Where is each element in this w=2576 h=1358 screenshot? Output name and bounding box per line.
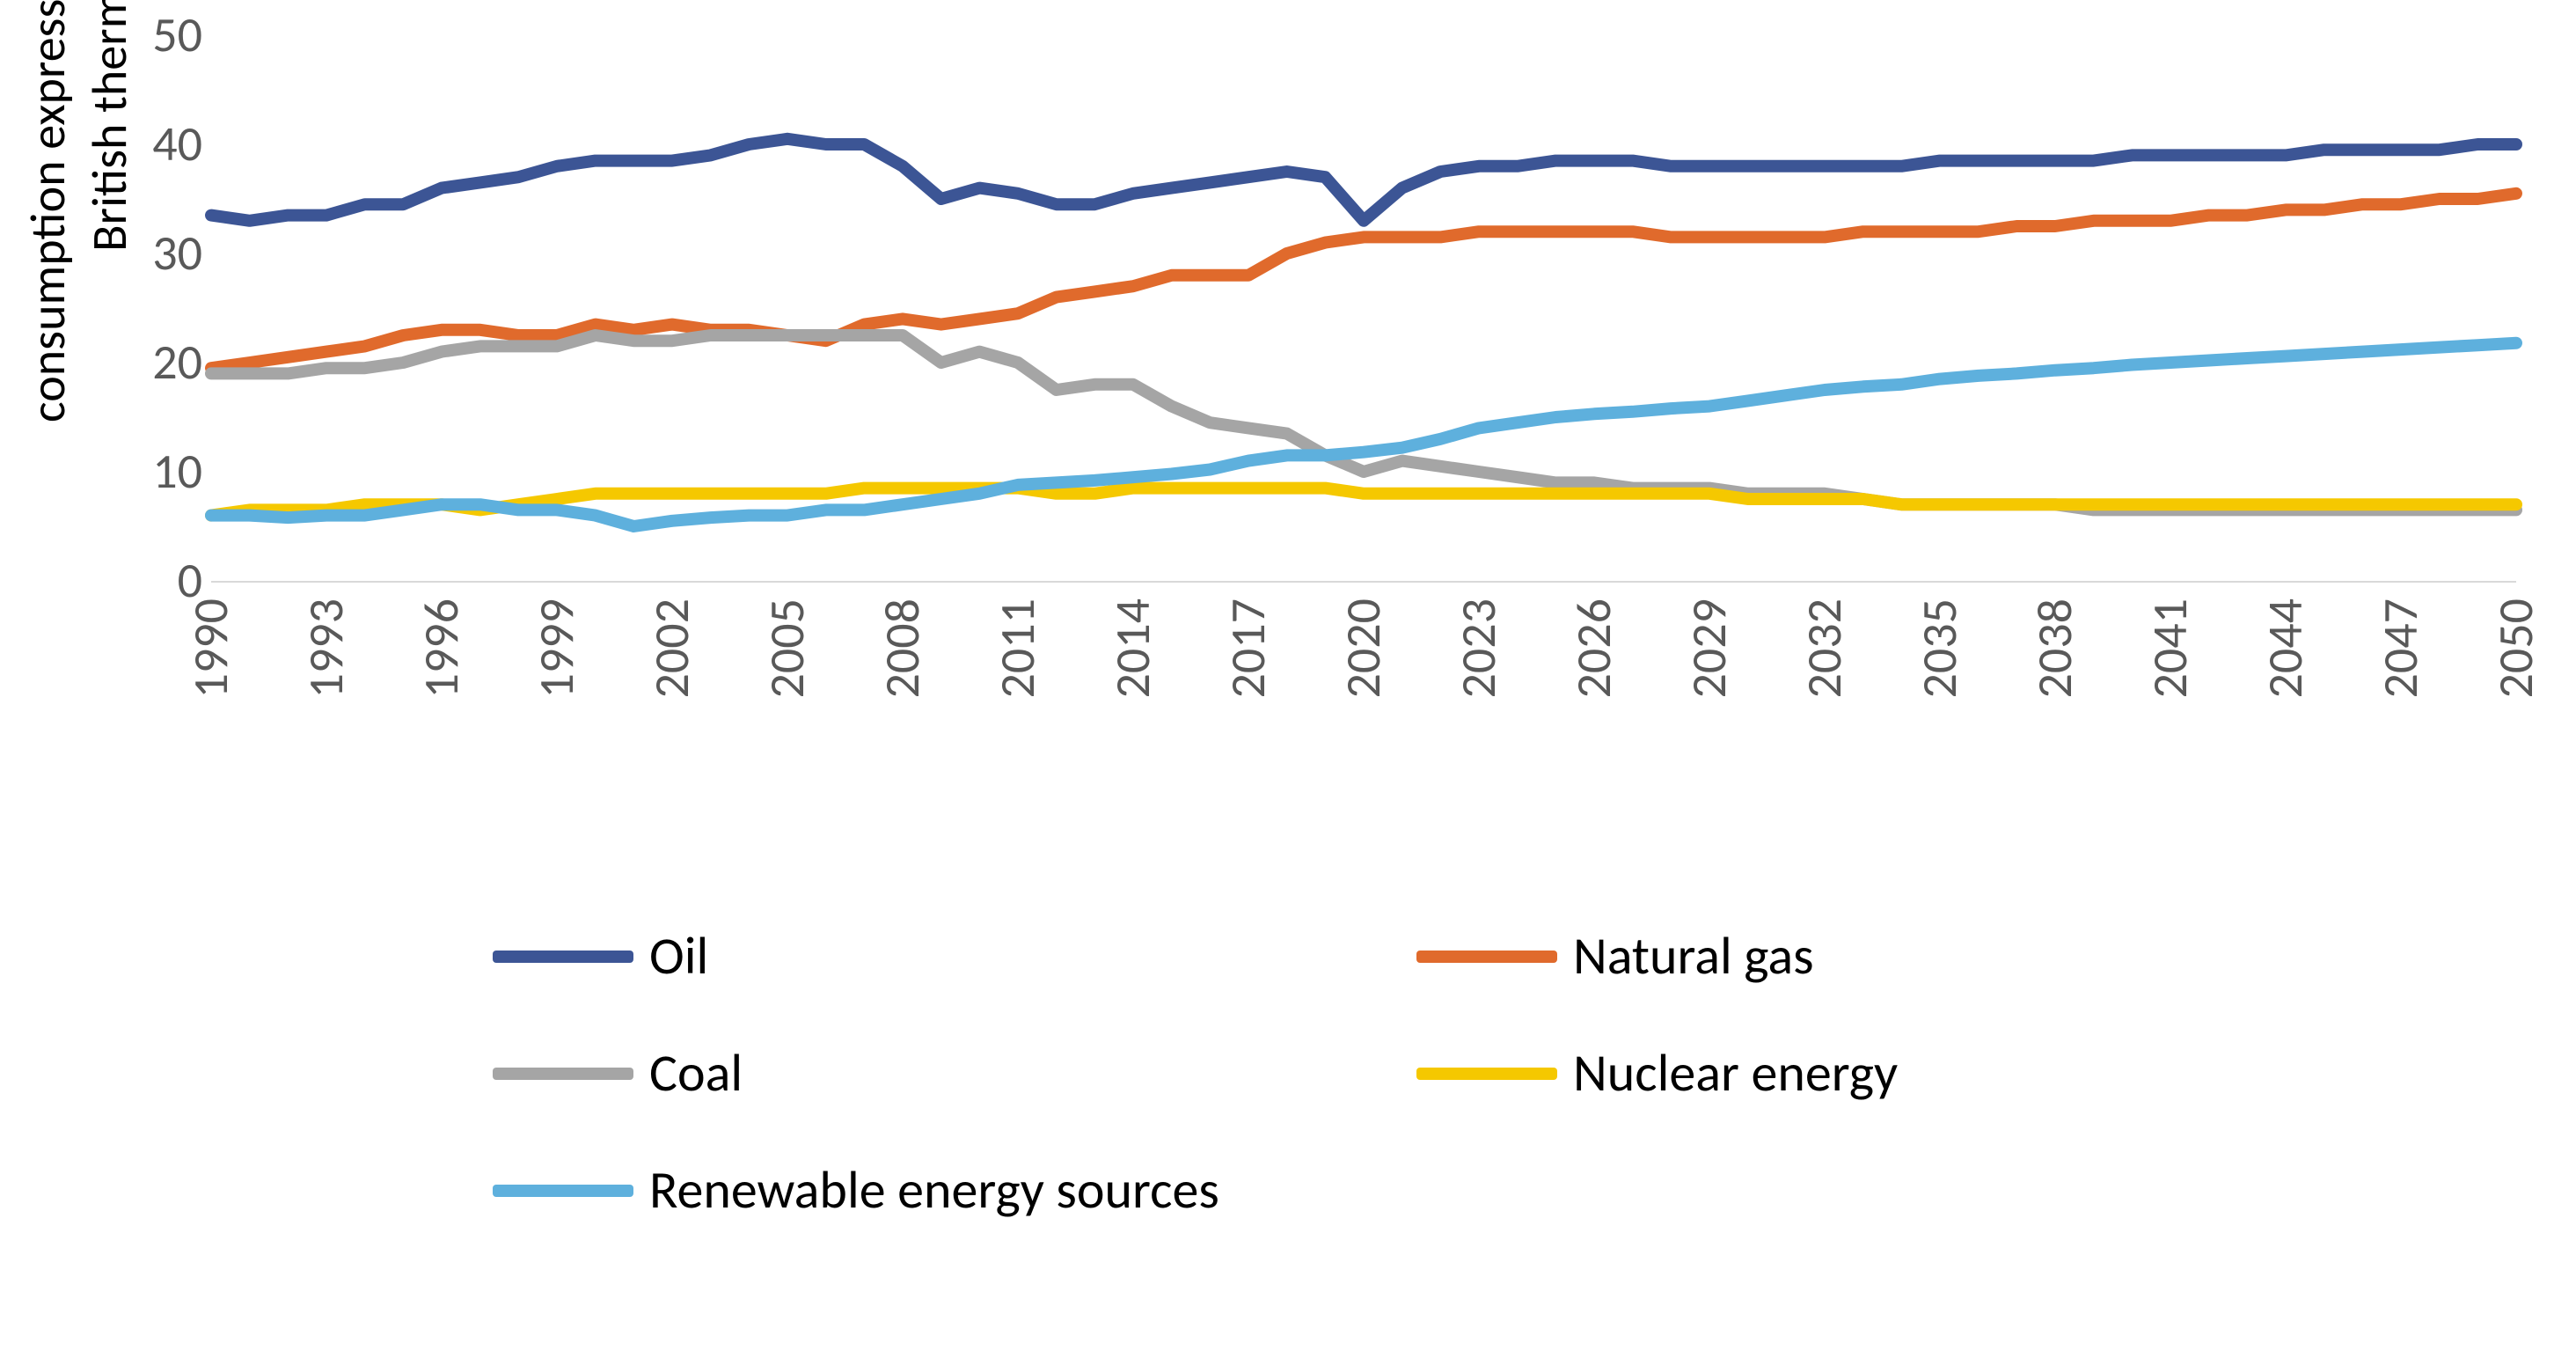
- x-tick-label: 2002: [642, 598, 702, 699]
- energy-consumption-chart: consumption expressed in quadrillion Bri…: [0, 0, 2576, 1358]
- y-tick-label: 50: [106, 5, 202, 65]
- x-tick-label: 2035: [1910, 598, 1970, 699]
- y-tick-label: 10: [106, 442, 202, 502]
- legend-item: Natural gas: [1416, 924, 2340, 988]
- plot-area: 01020304050 1990199319961999200220052008…: [211, 35, 2516, 581]
- legend-label: Nuclear energy: [1573, 1041, 1898, 1105]
- x-tick-label: 2026: [1564, 598, 1624, 699]
- x-tick-label: 2005: [757, 598, 817, 699]
- legend-item: Nuclear energy: [1416, 1041, 2340, 1105]
- x-tick-label: 2008: [873, 598, 933, 699]
- series-lines: [211, 35, 2516, 581]
- legend: Oil Natural gas Coal Nuclear energy Renewabl…: [493, 924, 2428, 1222]
- baseline-grid: [211, 581, 2516, 583]
- x-tick-label: 1996: [412, 598, 472, 699]
- legend-label: Coal: [649, 1041, 743, 1105]
- legend-swatch: [493, 1185, 633, 1197]
- x-tick-label: 2011: [988, 598, 1048, 699]
- y-tick-label: 40: [106, 114, 202, 174]
- legend-swatch: [1416, 951, 1557, 963]
- x-tick-label: 2050: [2486, 598, 2546, 699]
- x-tick-label: 2014: [1103, 598, 1163, 699]
- x-tick-label: 2032: [1795, 598, 1855, 699]
- legend-label: Oil: [649, 924, 708, 988]
- x-tick-label: 1999: [527, 598, 587, 699]
- y-tick-label: 30: [106, 224, 202, 283]
- x-tick-label: 2038: [2025, 598, 2085, 699]
- legend-swatch: [493, 951, 633, 963]
- legend-item: Renewable energy sources: [493, 1158, 1416, 1222]
- legend-label: Natural gas: [1573, 924, 1814, 988]
- legend-item: Coal: [493, 1041, 1416, 1105]
- x-tick-label: 2041: [2141, 598, 2200, 699]
- series-oil: [211, 139, 2516, 221]
- x-tick-label: 1990: [181, 598, 241, 699]
- x-tick-label: 2029: [1680, 598, 1739, 699]
- x-tick-label: 2047: [2371, 598, 2431, 699]
- legend-label: Renewable energy sources: [649, 1158, 1219, 1222]
- y-tick-label: 20: [106, 333, 202, 393]
- legend-item: Oil: [493, 924, 1416, 988]
- x-tick-label: 2044: [2256, 598, 2316, 699]
- x-tick-label: 2020: [1334, 598, 1394, 699]
- x-tick-label: 2017: [1218, 598, 1278, 699]
- legend-swatch: [1416, 1068, 1557, 1080]
- x-tick-label: 2023: [1449, 598, 1509, 699]
- legend-swatch: [493, 1068, 633, 1080]
- x-tick-label: 1993: [296, 598, 356, 699]
